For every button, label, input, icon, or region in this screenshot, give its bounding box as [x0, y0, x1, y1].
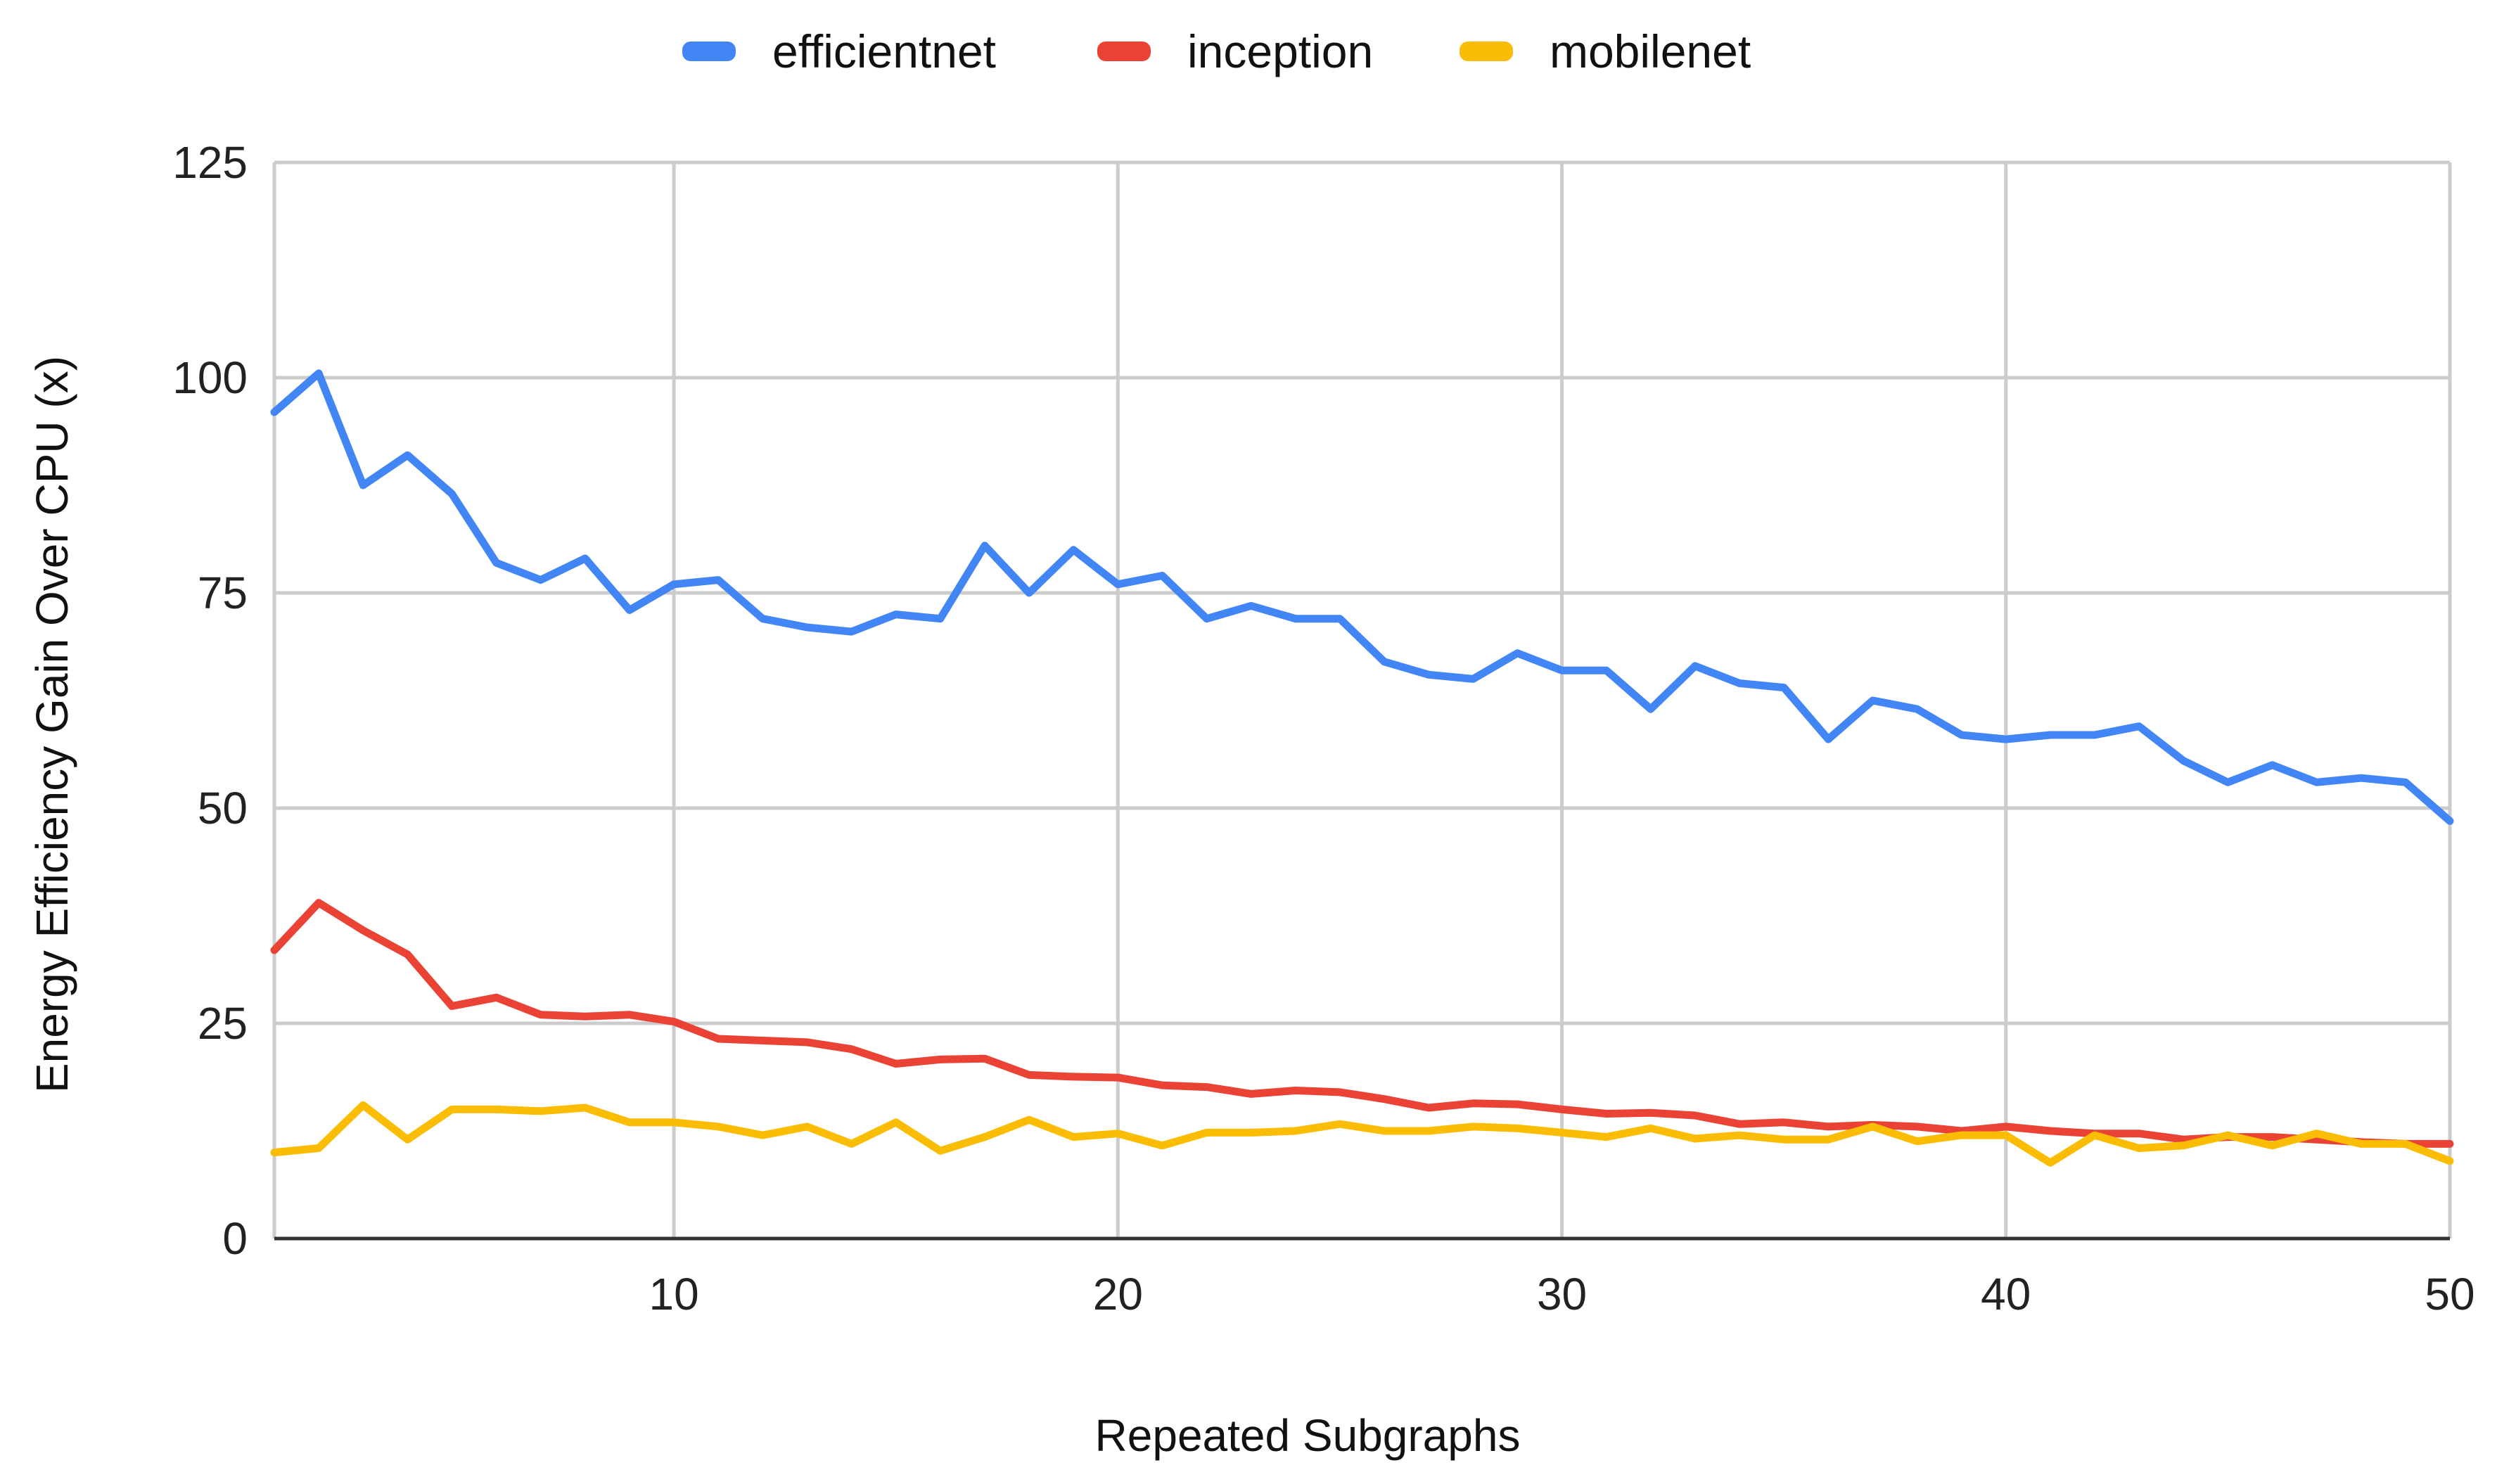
- y-axis-title: Energy Efficiency Gain Over CPU (x): [27, 356, 77, 1093]
- y-tick-label: 25: [198, 998, 248, 1049]
- y-axis-tick-labels: 0 25 50 75 100 125: [172, 137, 248, 1264]
- y-tick-label: 0: [222, 1213, 248, 1264]
- x-tick-label: 40: [1981, 1269, 2031, 1319]
- x-tick-label: 20: [1093, 1269, 1143, 1319]
- series-line-inception: [270, 899, 2454, 1148]
- x-axis-title: Repeated Subgraphs: [1095, 1410, 1521, 1461]
- legend-swatch-efficientnet: [682, 41, 736, 61]
- legend-label-efficientnet: efficientnet: [772, 25, 996, 77]
- legend-label-mobilenet: mobilenet: [1550, 25, 1751, 77]
- x-axis-tick-labels: 10 20 30 40 50: [649, 1269, 2475, 1319]
- series-line-mobilenet: [270, 1101, 2454, 1167]
- legend-swatch-inception: [1097, 41, 1151, 61]
- y-tick-label: 125: [172, 137, 248, 188]
- y-tick-label: 50: [198, 783, 248, 833]
- y-tick-label: 75: [198, 568, 248, 618]
- x-tick-label: 10: [649, 1269, 699, 1319]
- y-tick-label: 100: [172, 352, 248, 403]
- series-line-efficientnet: [270, 369, 2454, 825]
- grid-lines: [272, 160, 2452, 1241]
- legend: efficientnet inception mobilenet: [682, 25, 1751, 77]
- x-tick-label: 50: [2425, 1269, 2474, 1319]
- x-tick-label: 30: [1537, 1269, 1587, 1319]
- legend-swatch-mobilenet: [1460, 41, 1513, 61]
- legend-label-inception: inception: [1187, 25, 1373, 77]
- series-lines: [270, 369, 2454, 1167]
